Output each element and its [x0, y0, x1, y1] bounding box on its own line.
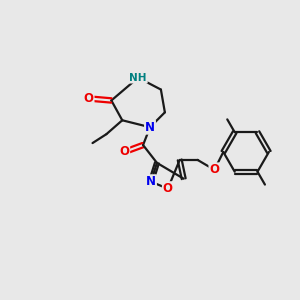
Text: N: N	[145, 121, 155, 134]
Text: N: N	[146, 175, 156, 188]
Text: NH: NH	[129, 73, 147, 83]
Text: O: O	[119, 146, 129, 158]
Text: O: O	[209, 163, 219, 176]
Text: O: O	[84, 92, 94, 105]
Text: O: O	[163, 182, 173, 195]
